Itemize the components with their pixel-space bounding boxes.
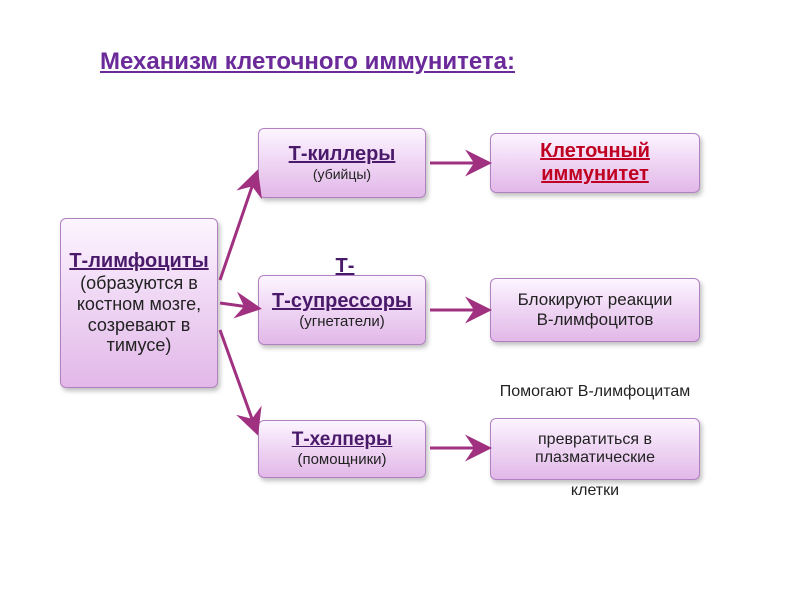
t-killers-label: Т-киллеры	[289, 143, 396, 166]
t-suppressors-sub: (угнетатели)	[299, 313, 384, 330]
t-killers-sub: (убийцы)	[313, 166, 371, 182]
t-lymphocytes-label: Т-лимфоциты	[69, 250, 208, 273]
arrow	[220, 175, 256, 280]
box-t-killers: Т-киллеры (убийцы)	[258, 128, 426, 198]
block-reactions-text: Блокируют реакцииВ-лимфоцитов	[518, 290, 673, 329]
help-result-text: превратиться в плазматические	[497, 431, 693, 468]
cell-immunity-label: Клеточный иммунитет	[497, 140, 693, 186]
box-t-helpers: Т-хелперы (помощники)	[258, 420, 426, 478]
arrow	[220, 303, 256, 308]
help-result-overflow-top: Помогают В-лимфоцитам	[495, 383, 695, 401]
t-lymphocytes-sub: (образуются в костном мозге, созревают в…	[67, 273, 211, 356]
t-helpers-label: Т-хелперы	[292, 429, 393, 451]
box-help-result: превратиться в плазматические	[490, 418, 700, 480]
page-title: Механизм клеточного иммунитета:	[100, 48, 515, 76]
box-cell-immunity: Клеточный иммунитет	[490, 133, 700, 193]
box-t-suppressors: Т-супрессоры (угнетатели)	[258, 275, 426, 345]
arrow	[220, 330, 256, 430]
t-helpers-sub: (помощники)	[297, 451, 386, 468]
box-t-lymphocytes: Т-лимфоциты (образуются в костном мозге,…	[60, 218, 218, 388]
box-block-reactions: Блокируют реакцииВ-лимфоцитов	[490, 278, 700, 342]
t-suppressors-label: Т-супрессоры	[272, 290, 412, 313]
help-result-overflow-bottom: клетки	[495, 482, 695, 500]
